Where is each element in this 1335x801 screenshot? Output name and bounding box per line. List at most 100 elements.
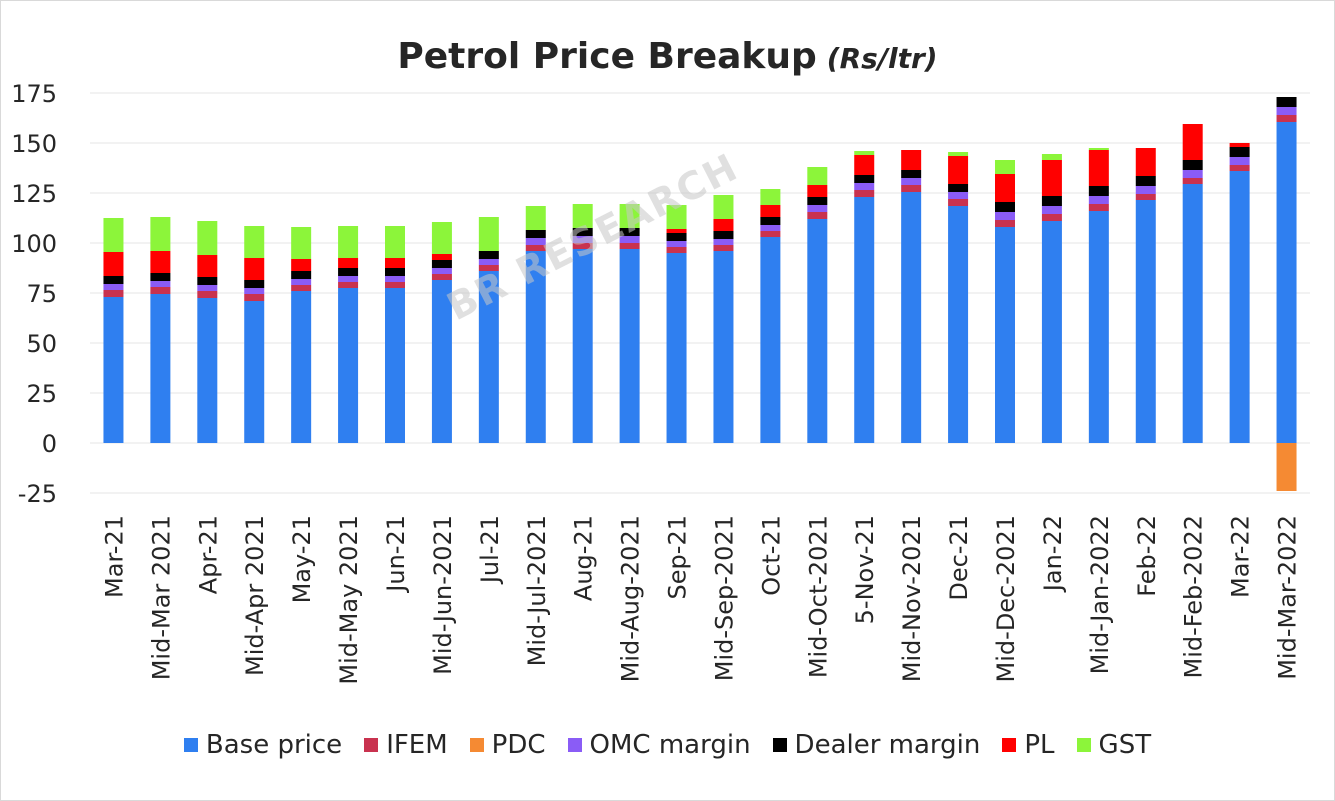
bar-segment: [431, 254, 452, 260]
legend-label: IFEM: [386, 730, 448, 760]
bar-segment: [901, 150, 922, 170]
bar-segment: [291, 285, 312, 291]
bar-segment: [948, 192, 969, 199]
bar-segment: [150, 281, 171, 287]
legend-item: OMC margin: [567, 730, 751, 760]
bar-segment: [431, 260, 452, 268]
bar-segment: [666, 241, 687, 247]
x-tick-label: Mid-May 2021: [335, 515, 363, 685]
bar-segment: [948, 152, 969, 156]
bar-segment: [948, 184, 969, 192]
bar-segment: [854, 197, 875, 443]
bar-segment: [244, 301, 265, 443]
bar-segment: [760, 231, 781, 237]
x-tick-label: Dec-21: [945, 515, 973, 601]
bar-segment: [1041, 206, 1062, 214]
legend-item: GST: [1076, 730, 1151, 760]
x-tick-label: May-21: [288, 515, 316, 603]
bar-segment: [1182, 124, 1203, 160]
x-tick-label: Mid-Aug-2021: [617, 515, 645, 682]
y-tick-label: 175: [11, 80, 57, 108]
x-tick-label: Apr-21: [194, 515, 222, 594]
bar-segment: [244, 288, 265, 294]
bar-segment: [807, 197, 828, 205]
bar-segment: [572, 204, 593, 228]
legend-item: PDC: [469, 730, 546, 760]
bar-segment: [385, 268, 405, 276]
bar-segment: [1229, 147, 1250, 157]
bar-segment: [150, 287, 171, 294]
bar-segment: [103, 297, 124, 443]
bar-segment: [150, 217, 171, 251]
legend-label: PL: [1024, 730, 1055, 760]
bar-segment: [572, 249, 593, 443]
bar-segment: [478, 271, 499, 443]
x-tick-label: Mid-Jun-2021: [429, 515, 457, 675]
bar-segment: [1229, 157, 1250, 165]
bar-segment: [995, 212, 1015, 220]
bar-segment: [338, 288, 359, 443]
x-tick-label: Jun-21: [382, 515, 410, 594]
bar-segment: [150, 273, 171, 281]
bar-segment: [338, 282, 359, 288]
bar-segment: [807, 219, 828, 443]
bar-segment: [619, 243, 640, 249]
y-tick-label: -25: [18, 480, 57, 508]
bar-segment: [619, 249, 640, 443]
bar-segment: [103, 218, 124, 252]
bar-segment: [525, 245, 546, 251]
bar-segment: [1041, 214, 1062, 221]
y-tick-label: 150: [11, 130, 57, 158]
bar-segment: [1088, 186, 1109, 196]
bar-segment: [385, 258, 405, 268]
bar-segment: [1229, 165, 1250, 171]
bar-segment: [713, 219, 734, 231]
bar-segment: [760, 237, 781, 443]
legend-swatch: [183, 738, 198, 752]
bar-segment: [1088, 196, 1109, 204]
bar-segment: [385, 282, 405, 288]
bar-segment: [103, 276, 124, 284]
bar-segment: [291, 259, 312, 271]
bar-segment: [572, 243, 593, 249]
bar-segment: [666, 205, 687, 229]
bar-segment: [338, 258, 359, 268]
bar-segment: [666, 247, 687, 253]
x-tick-label: Mid-Sep-2021: [710, 515, 738, 681]
bar-segment: [901, 170, 922, 178]
legend-item: IFEM: [364, 730, 448, 760]
bar-segment: [197, 255, 218, 277]
bar-segment: [338, 276, 359, 282]
x-tick-label: Mid-Dec-2021: [992, 515, 1020, 682]
bar-segment: [995, 202, 1015, 212]
bar-segment: [995, 220, 1015, 227]
x-tick-label: Mid-Mar-2022: [1274, 515, 1302, 680]
bar-segment: [385, 276, 405, 282]
bar-segment: [244, 294, 265, 301]
bar-segment: [197, 277, 218, 285]
bars: [103, 97, 1297, 491]
bar-segment: [525, 206, 546, 230]
y-tick-label: 125: [11, 180, 57, 208]
bar-segment: [901, 185, 922, 192]
bar-segment: [1088, 150, 1109, 186]
bar-segment: [854, 183, 875, 190]
bar-segment: [1276, 97, 1297, 107]
bar-segment: [901, 192, 922, 443]
bar-segment: [291, 271, 312, 279]
chart-title: Petrol Price Breakup (Rs/ltr): [0, 36, 1335, 77]
bar-segment: [854, 190, 875, 197]
gridlines: [90, 92, 1310, 494]
x-tick-label: Mid-Nov-2021: [898, 515, 926, 682]
bar-segment: [760, 225, 781, 231]
bar-segment: [1135, 148, 1156, 176]
x-axis-ticks: Mar-21 Mid-Mar 2021 Apr-21 Mid-Apr 2021 May-…: [100, 515, 1301, 685]
bar-segment: [1135, 176, 1156, 186]
bar-segment: [1041, 221, 1062, 443]
legend-swatch: [567, 738, 582, 752]
bar-segment: [197, 221, 218, 255]
bar-segment: [197, 285, 218, 291]
legend-label: OMC margin: [589, 730, 751, 760]
bar-segment: [948, 199, 969, 206]
legend-swatch: [469, 738, 484, 752]
